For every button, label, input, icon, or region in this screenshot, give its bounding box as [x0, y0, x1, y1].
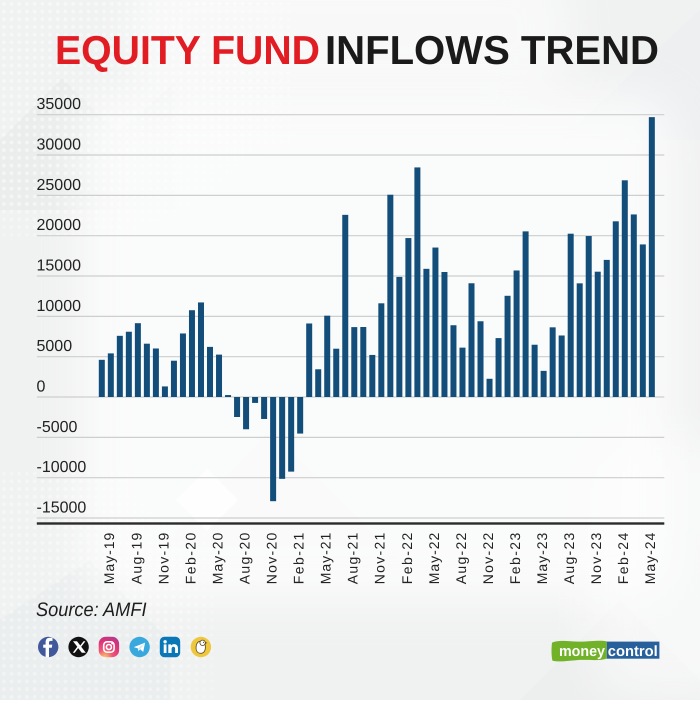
- svg-text:35000: 35000: [37, 96, 82, 113]
- svg-text:20000: 20000: [37, 217, 82, 234]
- svg-text:5000: 5000: [37, 338, 73, 355]
- svg-text:Feb-23: Feb-23: [507, 532, 523, 584]
- svg-text:Feb-21: Feb-21: [291, 532, 307, 584]
- svg-text:30000: 30000: [37, 137, 82, 154]
- svg-text:Nov-23: Nov-23: [588, 532, 604, 584]
- svg-text:Nov-20: Nov-20: [264, 532, 280, 584]
- svg-text:25000: 25000: [37, 177, 82, 194]
- svg-text:May-23: May-23: [534, 532, 550, 584]
- svg-text:Aug-22: Aug-22: [453, 532, 469, 584]
- svg-text:May-22: May-22: [426, 532, 442, 584]
- svg-text:control: control: [608, 644, 658, 660]
- svg-text:May-21: May-21: [318, 532, 334, 584]
- svg-text:money: money: [559, 644, 606, 660]
- svg-text:Aug-19: Aug-19: [128, 532, 144, 584]
- svg-text:Aug-20: Aug-20: [236, 532, 252, 584]
- svg-text:0: 0: [37, 379, 46, 396]
- svg-text:Feb-22: Feb-22: [399, 532, 415, 584]
- svg-text:EQUITY FUND: EQUITY FUND: [55, 27, 320, 73]
- svg-text:Nov-22: Nov-22: [480, 532, 496, 584]
- svg-text:Nov-21: Nov-21: [372, 532, 388, 584]
- svg-text:-10000: -10000: [37, 459, 87, 476]
- svg-text:Nov-19: Nov-19: [155, 532, 171, 584]
- svg-text:May-19: May-19: [101, 532, 117, 584]
- svg-text:Aug-21: Aug-21: [345, 532, 361, 584]
- svg-text:Aug-23: Aug-23: [561, 532, 577, 584]
- svg-text:Source: AMFI: Source: AMFI: [36, 599, 147, 621]
- svg-text:Feb-24: Feb-24: [615, 532, 631, 584]
- svg-text:INFLOWS TREND: INFLOWS TREND: [325, 27, 659, 73]
- svg-text:Feb-20: Feb-20: [182, 532, 198, 584]
- svg-text:-5000: -5000: [37, 419, 78, 436]
- svg-text:15000: 15000: [37, 258, 82, 275]
- svg-text:10000: 10000: [37, 298, 82, 315]
- svg-text:May-20: May-20: [209, 532, 225, 584]
- svg-text:May-24: May-24: [642, 532, 658, 584]
- svg-text:-15000: -15000: [37, 500, 87, 517]
